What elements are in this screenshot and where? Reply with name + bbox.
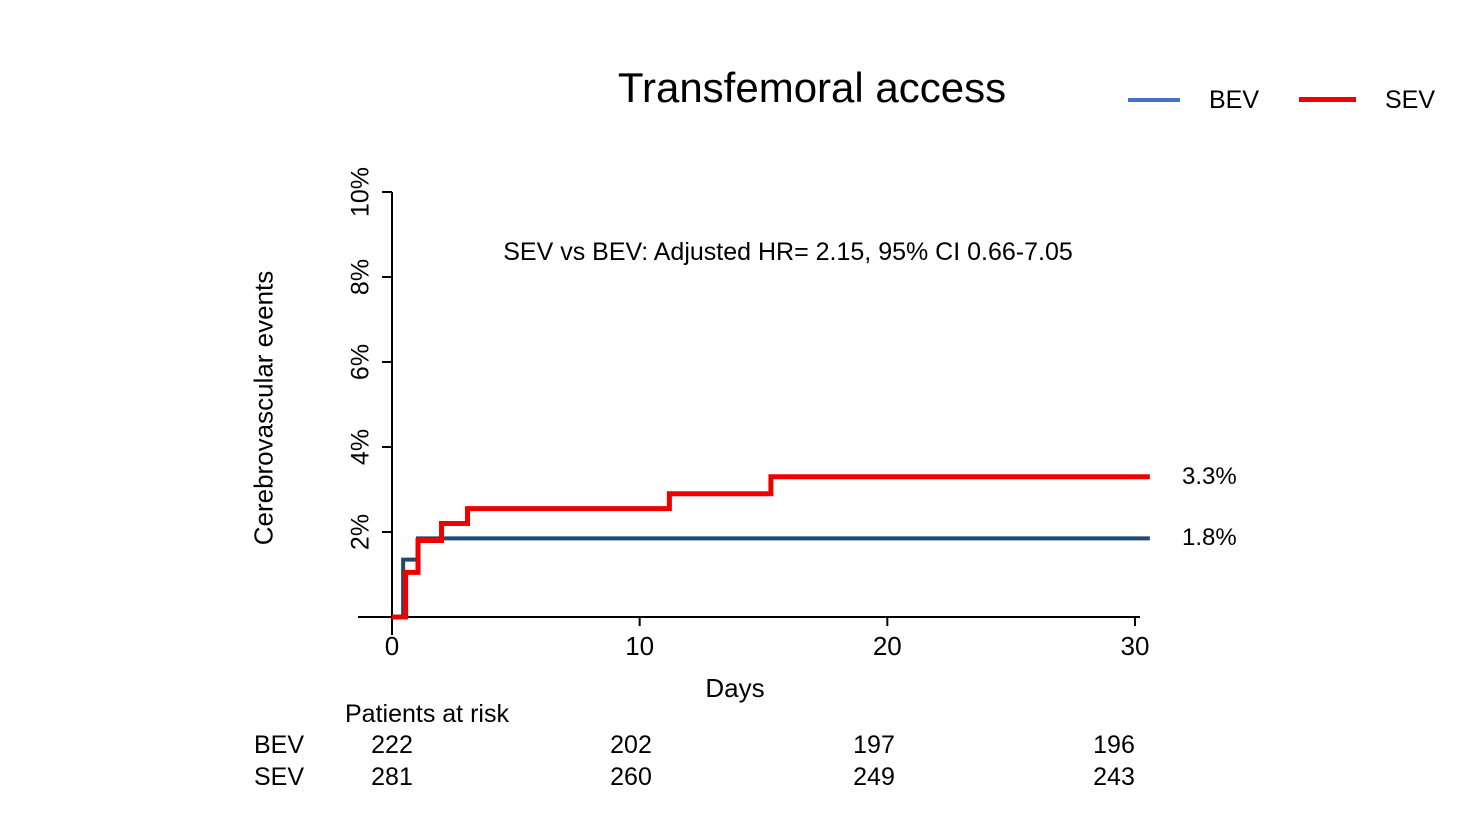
risk-count-sev-day10: 260 — [610, 763, 652, 791]
sev-legend-label: SEV — [1385, 86, 1436, 114]
bev-legend-line-icon — [1128, 98, 1180, 102]
y-axis-title: Cerebrovascular events — [248, 270, 279, 546]
x-tick-label-30: 30 — [1120, 631, 1150, 661]
y-tick-label-10%: 10% — [346, 166, 375, 218]
bev-legend-label: BEV — [1209, 86, 1260, 114]
risk-count-bev-day10: 202 — [610, 731, 652, 759]
x-tick-label-10: 10 — [625, 631, 655, 661]
risk-count-sev-day30: 243 — [1093, 763, 1135, 791]
sev-legend-line-icon — [1299, 97, 1356, 102]
x-axis-title: Days — [705, 673, 765, 703]
sev-curve — [392, 474, 1150, 620]
risk-count-sev-day0: 281 — [371, 763, 413, 791]
bev-curve — [392, 536, 1150, 619]
risk-count-sev-day20: 249 — [853, 763, 895, 791]
x-tick-label-20: 20 — [872, 631, 902, 661]
sev-end-label: 3.3% — [1182, 462, 1237, 490]
x-tick-label-0: 0 — [384, 631, 400, 661]
y-tick-label-6%: 6% — [346, 343, 375, 381]
y-tick-label-2%: 2% — [346, 513, 375, 551]
risk-count-bev-day20: 197 — [853, 731, 895, 759]
hazard-ratio-annotation: SEV vs BEV: Adjusted HR= 2.15, 95% CI 0.… — [503, 238, 1073, 266]
chart-title: Transfemoral access — [617, 64, 1007, 111]
y-tick-label-8%: 8% — [346, 258, 375, 296]
risk-table-header: Patients at risk — [345, 700, 509, 728]
risk-count-bev-day0: 222 — [371, 731, 413, 759]
y-tick-label-4%: 4% — [346, 428, 375, 466]
risk-count-bev-day30: 196 — [1093, 731, 1135, 759]
risk-row-label-sev: SEV — [253, 763, 305, 791]
bev-end-label: 1.8% — [1182, 524, 1237, 552]
risk-row-label-bev: BEV — [253, 731, 305, 759]
